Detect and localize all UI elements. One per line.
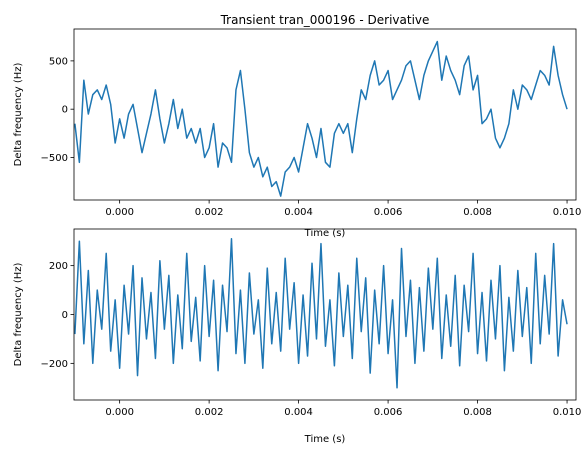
bottom-chart-x-tick-label: 0.008 xyxy=(463,407,492,418)
top-chart-title: Transient tran_000196 - Derivative xyxy=(220,13,430,27)
top-chart-y-ticks: −500 0 500 xyxy=(41,56,74,164)
top-chart-y-axis-label: Delta frequency (Hz) xyxy=(13,63,24,167)
top-chart-x-tick-label: 0.004 xyxy=(284,207,313,218)
top-chart-x-tick-label: 0.002 xyxy=(195,207,224,218)
top-chart-series-line xyxy=(74,40,568,197)
bottom-chart-y-axis-label: Delta frequency (Hz) xyxy=(13,263,24,367)
bottom-chart-axes-frame xyxy=(73,228,577,401)
top-chart-y-tick-label: 500 xyxy=(49,56,68,67)
top-chart-y-tick-label: −500 xyxy=(41,153,68,164)
bottom-chart-x-tick-label: 0.002 xyxy=(195,407,224,418)
bottom-chart-y-tick-label: 0 xyxy=(62,310,68,321)
bottom-chart-x-tick-label: 0.000 xyxy=(105,407,134,418)
bottom-chart-x-axis-label: Time (s) xyxy=(304,434,346,445)
bottom-chart-y-ticks: −200 0 200 xyxy=(41,261,74,370)
top-chart: Transient tran_000196 - Derivative 0.000… xyxy=(13,13,581,239)
bottom-chart-x-tick-label: 0.004 xyxy=(284,407,313,418)
top-chart-axes-frame xyxy=(73,28,577,201)
bottom-chart: 0.000 0.002 0.004 0.006 0.008 0.010 −2000200 … xyxy=(13,228,581,445)
top-chart-y-tick-label: 0 xyxy=(62,105,68,116)
top-chart-x-axis-label: Time (s) xyxy=(304,228,346,239)
bottom-chart-series-line xyxy=(74,238,568,389)
bottom-chart-y-tick-label: −200 xyxy=(41,359,68,370)
bottom-chart-x-ticks: 0.000 0.002 0.004 0.006 0.008 0.010 xyxy=(105,400,581,418)
top-chart-x-ticks: 0.000 0.002 0.004 0.006 0.008 0.010 xyxy=(105,200,581,218)
top-chart-x-tick-label: 0.006 xyxy=(374,207,403,218)
bottom-chart-x-tick-label: 0.006 xyxy=(374,407,403,418)
top-chart-x-tick-label: 0.008 xyxy=(463,207,492,218)
top-chart-x-tick-label: 0.010 xyxy=(553,207,582,218)
bottom-chart-x-tick-label: 0.010 xyxy=(553,407,582,418)
bottom-chart-y-tick-label: 200 xyxy=(49,261,68,272)
top-chart-x-tick-label: 0.000 xyxy=(105,207,134,218)
